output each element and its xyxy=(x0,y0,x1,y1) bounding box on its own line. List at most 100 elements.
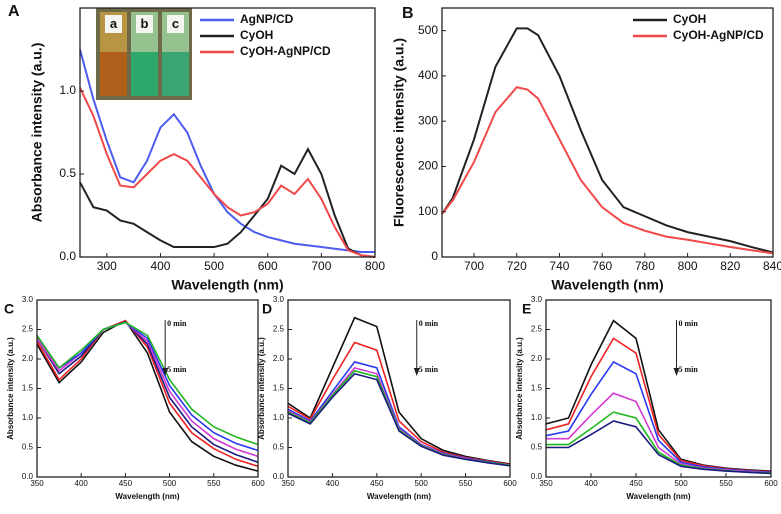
panel-label: B xyxy=(402,5,414,22)
x-axis-label: Wavelength (nm) xyxy=(626,492,690,501)
x-axis-label: Wavelength (nm) xyxy=(367,492,431,501)
series-line xyxy=(36,321,259,452)
x-tick-label: 780 xyxy=(635,259,655,273)
x-tick-label: 350 xyxy=(539,479,553,488)
series-line xyxy=(546,420,772,475)
panel-label: D xyxy=(262,301,272,317)
y-tick-label: 0.5 xyxy=(531,443,543,452)
vial-tag xyxy=(136,15,153,33)
panel-label: E xyxy=(522,301,531,317)
plot-frame xyxy=(441,7,774,258)
x-axis-label: Wavelength (nm) xyxy=(551,277,663,293)
series-line xyxy=(287,316,511,465)
y-tick-label: 0.0 xyxy=(59,249,76,263)
arrow-head xyxy=(673,368,680,376)
y-tick-label: 300 xyxy=(418,113,438,127)
y-axis-label: Fluorescence intensity (a.u.) xyxy=(391,38,407,227)
x-tick-label: 450 xyxy=(629,479,643,488)
x-tick-label: 820 xyxy=(720,259,740,273)
y-tick-label: 0.5 xyxy=(273,443,285,452)
series-line xyxy=(36,321,259,446)
x-tick-label: 760 xyxy=(592,259,612,273)
x-axis-label: Wavelength (nm) xyxy=(115,492,179,501)
series-line xyxy=(287,341,511,466)
y-tick-label: 1.0 xyxy=(59,83,76,97)
x-tick-label: 500 xyxy=(415,479,429,488)
series-line xyxy=(36,320,259,464)
x-axis-label: Wavelength (nm) xyxy=(171,277,283,293)
legend-label: AgNP/CD xyxy=(240,12,294,26)
x-tick-label: 550 xyxy=(459,479,473,488)
y-tick-label: 2.5 xyxy=(531,325,543,334)
y-tick-label: 400 xyxy=(418,68,438,82)
y-tick-label: 2.5 xyxy=(273,325,285,334)
x-tick-label: 500 xyxy=(204,259,224,273)
y-tick-label: 200 xyxy=(418,159,438,173)
y-tick-label: 0 xyxy=(431,249,438,263)
y-tick-label: 0.0 xyxy=(531,472,543,481)
annotation: 0 min xyxy=(167,319,187,328)
series-line xyxy=(287,369,511,466)
x-tick-label: 500 xyxy=(674,479,688,488)
y-tick-label: 2.5 xyxy=(22,325,34,334)
x-tick-label: 400 xyxy=(75,479,89,488)
x-tick-label: 840 xyxy=(763,259,781,273)
series-line xyxy=(79,49,375,254)
y-tick-label: 1.0 xyxy=(531,413,543,422)
annotation: 5 min xyxy=(167,365,187,374)
series-line xyxy=(545,360,772,474)
plot-frame xyxy=(545,299,772,478)
y-tick-label: 0.5 xyxy=(59,166,76,180)
y-tick-label: 2.0 xyxy=(22,354,34,363)
y-axis-label: Absorbance intensity (a.u.) xyxy=(257,337,266,440)
vial-tag xyxy=(105,15,122,33)
y-tick-label: 0.0 xyxy=(273,472,285,481)
vial-liquid xyxy=(162,52,189,96)
y-tick-label: 1.0 xyxy=(22,413,34,422)
legend-label: CyOH xyxy=(673,12,706,26)
legend-label: CyOH-AgNP/CD xyxy=(240,44,331,58)
x-tick-label: 450 xyxy=(119,479,133,488)
x-tick-label: 700 xyxy=(464,259,484,273)
y-tick-label: 1.0 xyxy=(273,413,285,422)
x-tick-label: 350 xyxy=(281,479,295,488)
y-tick-label: 1.5 xyxy=(22,384,34,393)
inset-label: a xyxy=(110,16,118,31)
series-line xyxy=(287,366,511,466)
x-tick-label: 400 xyxy=(584,479,598,488)
series-line xyxy=(36,319,259,468)
panel-label: C xyxy=(4,301,14,317)
y-axis-label: Absorbance intensity (a.u.) xyxy=(29,43,45,223)
y-tick-label: 100 xyxy=(418,204,438,218)
y-tick-label: 3.0 xyxy=(531,295,543,304)
series-line xyxy=(36,319,259,472)
x-tick-label: 350 xyxy=(30,479,44,488)
series-line xyxy=(36,321,259,458)
x-tick-label: 300 xyxy=(97,259,117,273)
x-tick-label: 400 xyxy=(150,259,170,273)
y-tick-label: 1.5 xyxy=(531,384,543,393)
y-tick-label: 2.0 xyxy=(273,354,285,363)
series-line xyxy=(546,411,772,474)
y-tick-label: 1.5 xyxy=(273,384,285,393)
series-line xyxy=(79,87,376,258)
y-tick-label: 2.0 xyxy=(531,354,543,363)
series-line xyxy=(441,86,774,255)
arrow-head xyxy=(413,368,420,376)
plot-frame xyxy=(79,7,376,258)
x-tick-label: 740 xyxy=(549,259,569,273)
x-tick-label: 600 xyxy=(764,479,778,488)
plot-frame xyxy=(287,299,511,478)
x-tick-label: 700 xyxy=(311,259,331,273)
x-tick-label: 550 xyxy=(719,479,733,488)
x-tick-label: 600 xyxy=(503,479,517,488)
y-tick-label: 3.0 xyxy=(22,295,34,304)
annotation: 5 min xyxy=(679,365,699,374)
arrow-head xyxy=(162,368,169,376)
x-tick-label: 600 xyxy=(258,259,278,273)
series-line xyxy=(287,372,511,467)
x-tick-label: 800 xyxy=(678,259,698,273)
vial-liquid xyxy=(131,52,158,96)
x-tick-label: 600 xyxy=(251,479,265,488)
